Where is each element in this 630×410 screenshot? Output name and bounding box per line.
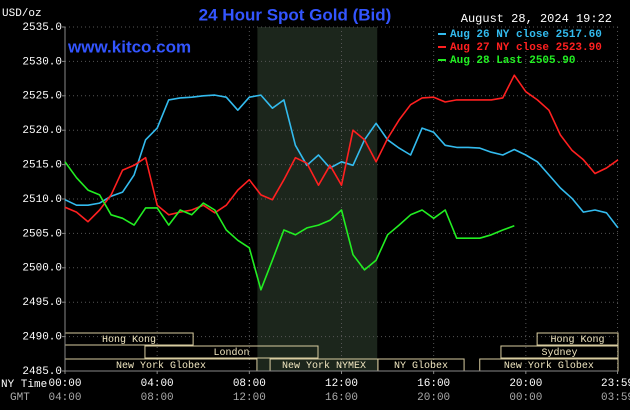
session-label: New York Globex <box>504 360 594 372</box>
session-label: Hong Kong <box>102 335 156 346</box>
legend-label: Aug 26 NY close 2517.60 <box>450 29 602 41</box>
x-tick-label: 20:00 <box>509 378 542 390</box>
x-tick-label: 08:00 <box>233 378 266 390</box>
series-line <box>64 94 619 229</box>
timestamp: August 28, 2024 19:22 <box>461 12 612 26</box>
session-box <box>500 345 619 359</box>
x2-tick-label: 04:00 <box>48 392 81 404</box>
session-label: New York NYMEX <box>282 360 366 372</box>
session-box <box>144 345 319 359</box>
y-tick-label: 2530.0 <box>22 56 62 68</box>
x-tick-label: 00:00 <box>48 378 81 390</box>
session-label: New York Globex <box>116 360 206 372</box>
session-label: Hong Kong <box>551 335 605 346</box>
session-label: Sydney <box>541 347 577 359</box>
x2-tick-label: 00:00 <box>509 392 542 404</box>
legend-label: Aug 27 NY close 2523.90 <box>450 42 602 54</box>
x2-tick-label: 16:00 <box>325 392 358 404</box>
y-tick-label: 2515.0 <box>22 160 62 172</box>
y-tick-label: 2505.0 <box>22 228 62 240</box>
x2-tick-label: 20:00 <box>417 392 450 404</box>
session-label: NY Globex <box>394 360 448 372</box>
unit-label: USD/oz <box>2 8 42 20</box>
y-tick-label: 2500.0 <box>22 263 62 275</box>
x-label-secondary: GMT <box>10 392 30 404</box>
legend-label: Aug 28 Last 2505.90 <box>450 55 575 67</box>
y-tick-label: 2485.0 <box>22 366 62 378</box>
y-tick-label: 2490.0 <box>22 332 62 344</box>
y-tick-label: 2495.0 <box>22 297 62 309</box>
x2-tick-label: 12:00 <box>233 392 266 404</box>
x-tick-label: 23:59 <box>601 378 630 390</box>
series-line <box>64 161 515 291</box>
y-tick-label: 2510.0 <box>22 194 62 206</box>
x-tick-label: 16:00 <box>417 378 450 390</box>
session-box <box>536 332 619 346</box>
x-label-primary: NY Time <box>1 379 47 391</box>
y-tick-label: 2535.0 <box>22 22 62 34</box>
y-tick-label: 2520.0 <box>22 125 62 137</box>
y-tick-label: 2525.0 <box>22 91 62 103</box>
x2-tick-label: 03:59 <box>601 392 630 404</box>
x-tick-label: 12:00 <box>325 378 358 390</box>
series-line <box>64 74 619 223</box>
session-label: London <box>213 347 249 359</box>
x-tick-label: 04:00 <box>141 378 174 390</box>
watermark: www.kitco.com <box>67 37 191 56</box>
x2-tick-label: 08:00 <box>141 392 174 404</box>
chart-title: 24 Hour Spot Gold (Bid) <box>199 5 392 24</box>
